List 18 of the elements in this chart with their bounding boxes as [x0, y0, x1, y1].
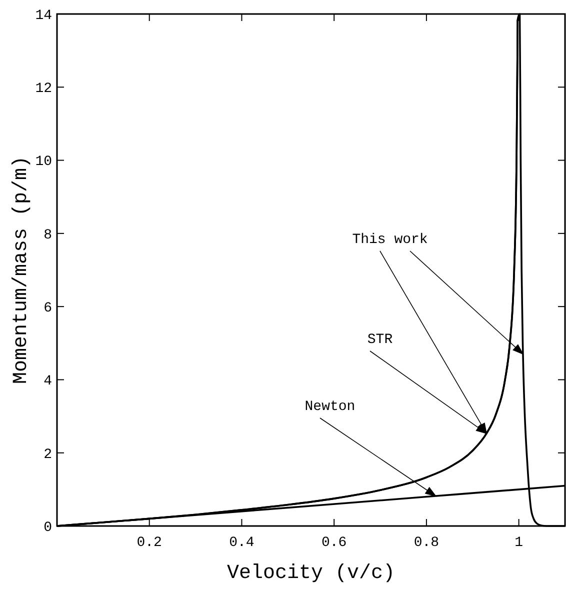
x-tick-label: 0.4: [229, 535, 254, 551]
x-axis-title: Velocity (v/c): [226, 562, 396, 585]
y-tick-label: 10: [35, 154, 52, 170]
annotation: STR: [367, 332, 394, 348]
y-tick-label: 4: [44, 374, 52, 390]
annotation: This work: [352, 232, 428, 248]
x-tick-label: 0.6: [321, 535, 347, 551]
y-tick-label: 14: [35, 8, 52, 24]
x-tick-label: 0.2: [136, 535, 162, 551]
x-tick-label: 0.8: [414, 535, 440, 551]
x-tick-label: 1: [514, 535, 524, 551]
y-tick-label: 2: [44, 446, 52, 463]
y-tick-label: 0: [44, 520, 52, 536]
y-tick-label: 12: [35, 81, 52, 98]
y-tick-label: 6: [44, 300, 52, 316]
annotation: Newton: [304, 399, 356, 415]
y-tick-label: 8: [44, 227, 52, 244]
y-axis-title: Momentum/mass (p/m): [10, 156, 33, 384]
